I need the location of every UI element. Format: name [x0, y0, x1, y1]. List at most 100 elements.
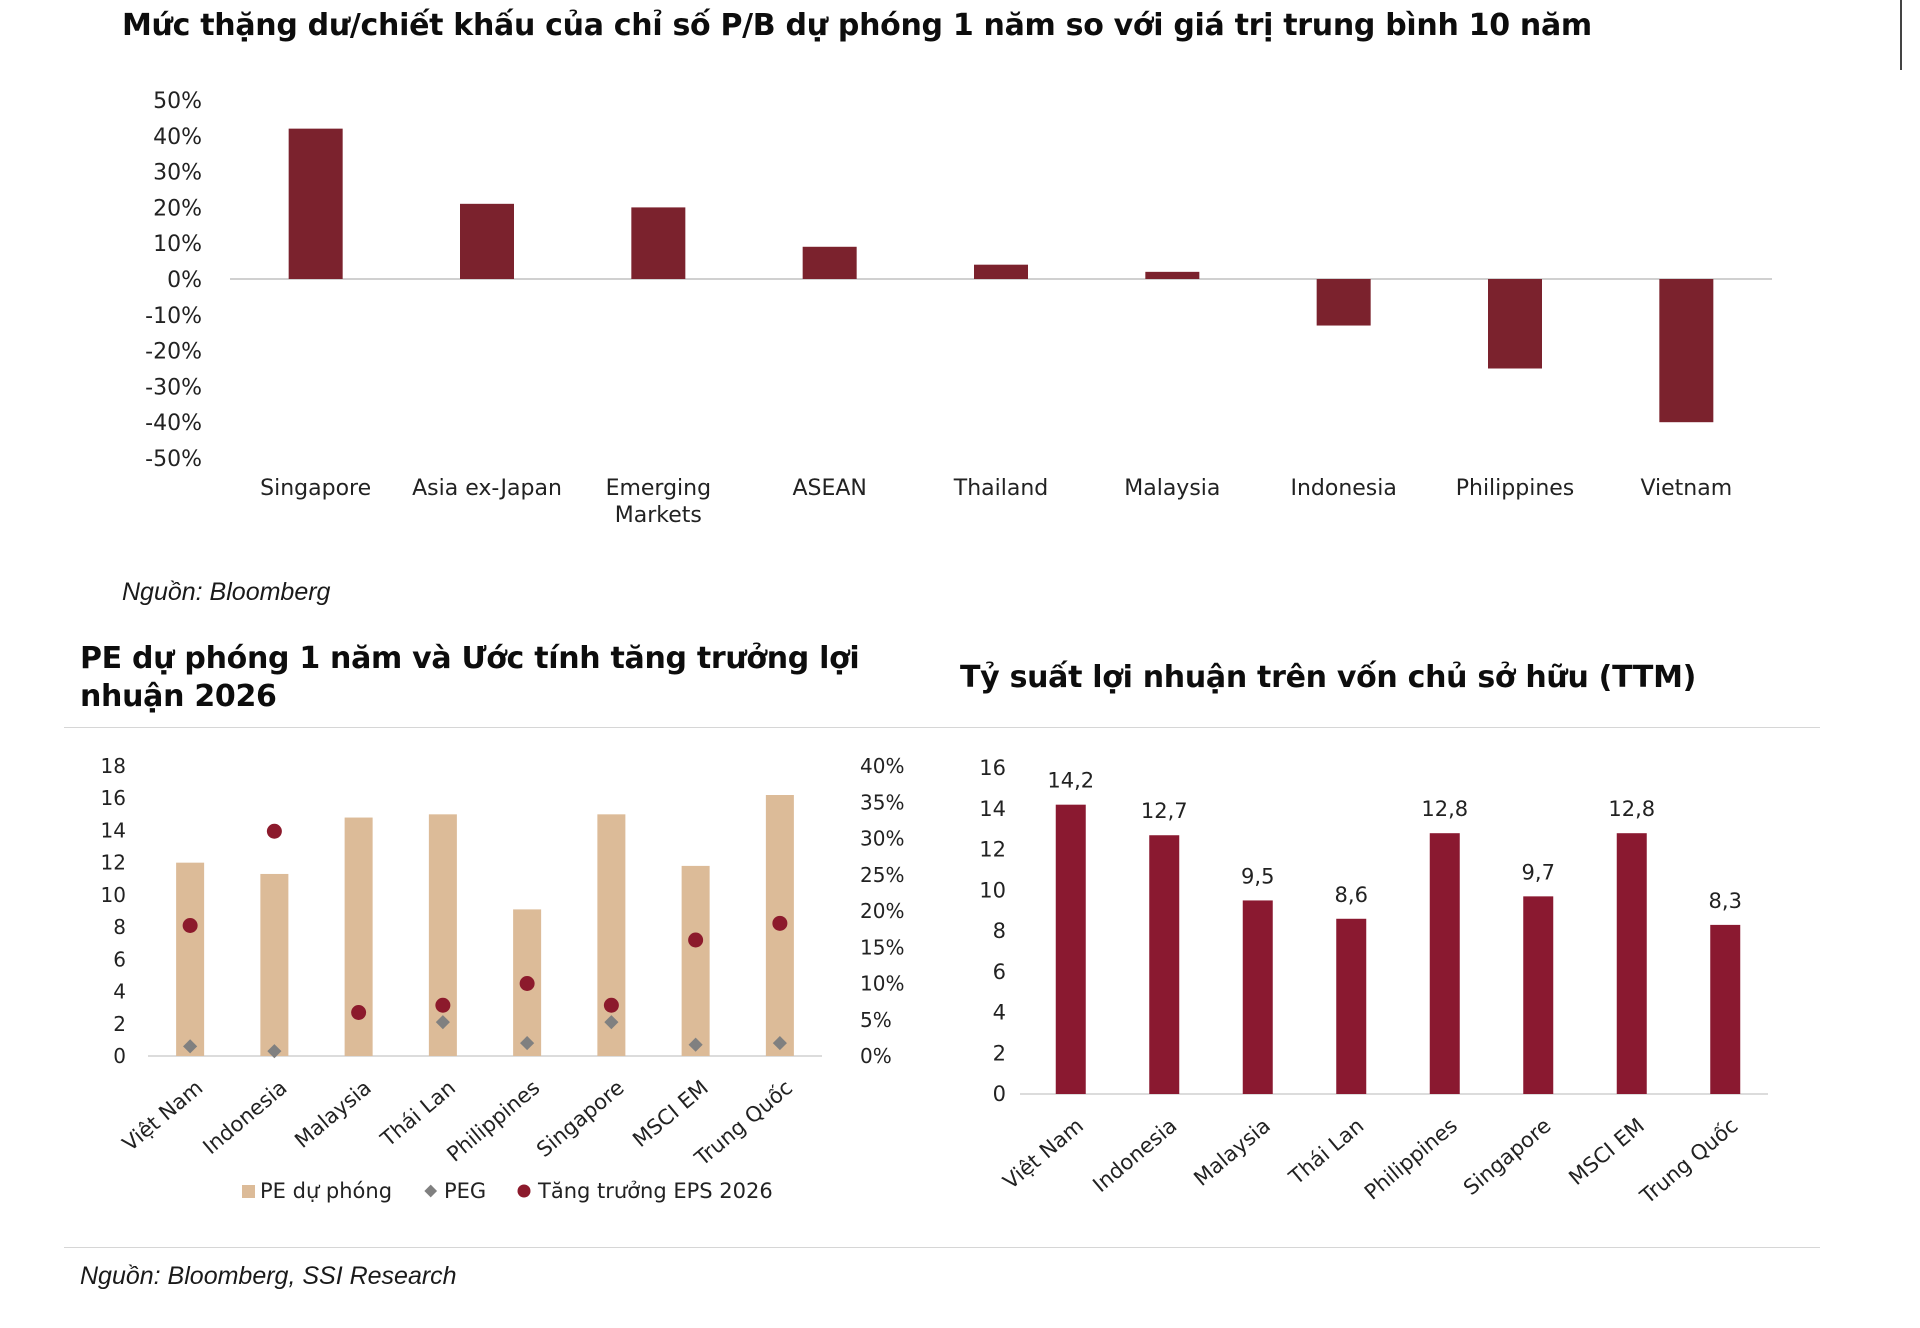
chart3-xtick: MSCI EM: [1564, 1113, 1649, 1189]
chart2-eps-dot: [772, 915, 788, 931]
chart1-ytick: 20%: [153, 196, 202, 221]
chart3-ytick: 2: [993, 1041, 1006, 1065]
chart1-ytick: -30%: [145, 375, 202, 400]
chart2-ytick-left: 8: [113, 915, 126, 939]
chart2-ytick-left: 6: [113, 947, 126, 971]
chart2-eps-dot: [182, 918, 198, 933]
chart3-xtick: Thái Lan: [1284, 1113, 1369, 1189]
chart1-bar: [631, 207, 686, 279]
chart2-ytick-left: 4: [113, 980, 126, 1004]
chart1-bar: [1145, 271, 1200, 279]
chart2-eps-dot: [435, 997, 451, 1013]
chart1-ytick: 30%: [153, 161, 202, 186]
chart1-xtick: Indonesia: [1290, 476, 1396, 501]
chart2-ytick-left: 2: [113, 1012, 126, 1036]
chart1-bar: [974, 264, 1028, 279]
chart2-ytick-left: 18: [101, 754, 126, 778]
chart3-data-label: 12,7: [1141, 799, 1188, 823]
chart3-title: Tỷ suất lợi nhuận trên vốn chủ sở hữu (T…: [960, 660, 1697, 695]
chart3-bar: [1336, 918, 1367, 1094]
chart2-pe-bar: [260, 873, 289, 1056]
chart3-ytick: 12: [979, 838, 1006, 862]
chart2-ytick-left: 0: [113, 1044, 126, 1068]
top-divider: [64, 727, 1820, 728]
page-edge: [1900, 0, 1902, 70]
chart1-xtick: Philippines: [1456, 476, 1575, 501]
chart3-bar: [1149, 835, 1180, 1094]
chart2-ytick-right: 20%: [860, 899, 904, 923]
chart2-ytick-right: 0%: [860, 1044, 892, 1068]
chart2-peg-marker: [772, 1036, 787, 1051]
chart2-eps-dot: [603, 997, 619, 1013]
chart2-ytick-right: 10%: [860, 972, 904, 996]
chart1-bar: [1316, 279, 1371, 326]
chart1-bar: [802, 246, 857, 279]
chart3-data-label: 9,7: [1522, 860, 1555, 884]
bottom-divider: [64, 1247, 1820, 1248]
chart2-legend-eps: Tăng trưởng EPS 2026: [537, 1179, 773, 1203]
chart3-data-label: 8,3: [1709, 889, 1742, 913]
chart2-ytick-right: 15%: [860, 935, 904, 959]
chart3-ytick: 14: [979, 797, 1006, 821]
chart3-ytick: 0: [993, 1082, 1006, 1106]
chart1-source: Nguồn: Bloomberg: [122, 578, 331, 606]
chart1-xtick: Malaysia: [1124, 476, 1220, 501]
chart1-xtick: Asia ex-Japan: [412, 476, 562, 501]
chart2-ytick-right: 25%: [860, 863, 904, 887]
chart2-ytick-left: 16: [101, 786, 126, 810]
chart2-legend-peg: PEG: [444, 1179, 486, 1203]
chart3-data-label: 9,5: [1241, 864, 1274, 888]
chart1-ytick: -40%: [145, 411, 202, 436]
chart1-ytick: 50%: [153, 89, 202, 114]
chart1-xtick: Thailand: [953, 476, 1048, 501]
chart3-xtick: Trung Quốc: [1635, 1113, 1743, 1209]
chart2-peg-marker: [604, 1015, 619, 1030]
chart3-ytick: 6: [993, 960, 1006, 984]
chart2-title: PE dự phóng 1 năm và Ước tính tăng trưởn…: [80, 641, 860, 714]
chart2-eps-dot: [266, 823, 282, 839]
chart2-legend-pe-swatch: [242, 1185, 255, 1198]
chart1-ytick: 0%: [167, 268, 202, 293]
chart3-xtick: Indonesia: [1088, 1113, 1181, 1197]
chart1-xtick: Vietnam: [1640, 476, 1732, 501]
chart3-xtick: Việt Nam: [999, 1113, 1088, 1193]
chart2-eps-dot: [688, 932, 704, 948]
chart3-ytick: 8: [993, 919, 1006, 943]
chart3-bar: [1429, 833, 1460, 1094]
chart2-legend-pe: PE dự phóng: [260, 1179, 392, 1203]
chart2-eps-dot: [519, 976, 535, 991]
chart1-title: Mức thặng dư/chiết khấu của chỉ số P/B d…: [122, 8, 1592, 43]
chart1-bar: [1659, 279, 1714, 423]
chart3-data-label: 12,8: [1608, 797, 1655, 821]
chart1-bar: [460, 203, 514, 279]
chart1-xtick: ASEAN: [792, 476, 866, 501]
chart2-legend-eps-swatch: [517, 1184, 531, 1198]
chart1-xtick: Singapore: [260, 476, 371, 501]
chart3-ytick: 16: [979, 756, 1006, 780]
chart3-xtick: Singapore: [1459, 1113, 1556, 1199]
chart3-ytick: 10: [979, 878, 1006, 902]
chart3-data-label: 8,6: [1335, 883, 1368, 907]
chart3-bar: [1616, 833, 1647, 1094]
chart3-bar: [1710, 924, 1741, 1094]
chart2-peg-marker: [520, 1036, 535, 1051]
chart2-peg-marker: [267, 1044, 282, 1059]
chart2-ytick-right: 30%: [860, 827, 904, 851]
chart2-ytick-right: 5%: [860, 1008, 892, 1032]
chart1-xtick: Markets: [615, 503, 702, 528]
chart1-ytick: -10%: [145, 304, 202, 329]
chart3-xtick: Philippines: [1360, 1113, 1462, 1204]
chart1-bar: [1488, 279, 1542, 369]
chart1-ytick: 10%: [153, 232, 202, 257]
chart2-ytick-left: 12: [101, 851, 126, 875]
chart3-ytick: 4: [993, 1001, 1006, 1025]
chart3-xtick: Malaysia: [1189, 1113, 1275, 1190]
chart2-ytick-left: 10: [101, 883, 126, 907]
chart3-data-label: 14,2: [1047, 769, 1094, 793]
chart1-ytick: -50%: [145, 447, 202, 472]
chart1-bar: [288, 128, 343, 279]
chart3-bar: [1523, 896, 1554, 1094]
